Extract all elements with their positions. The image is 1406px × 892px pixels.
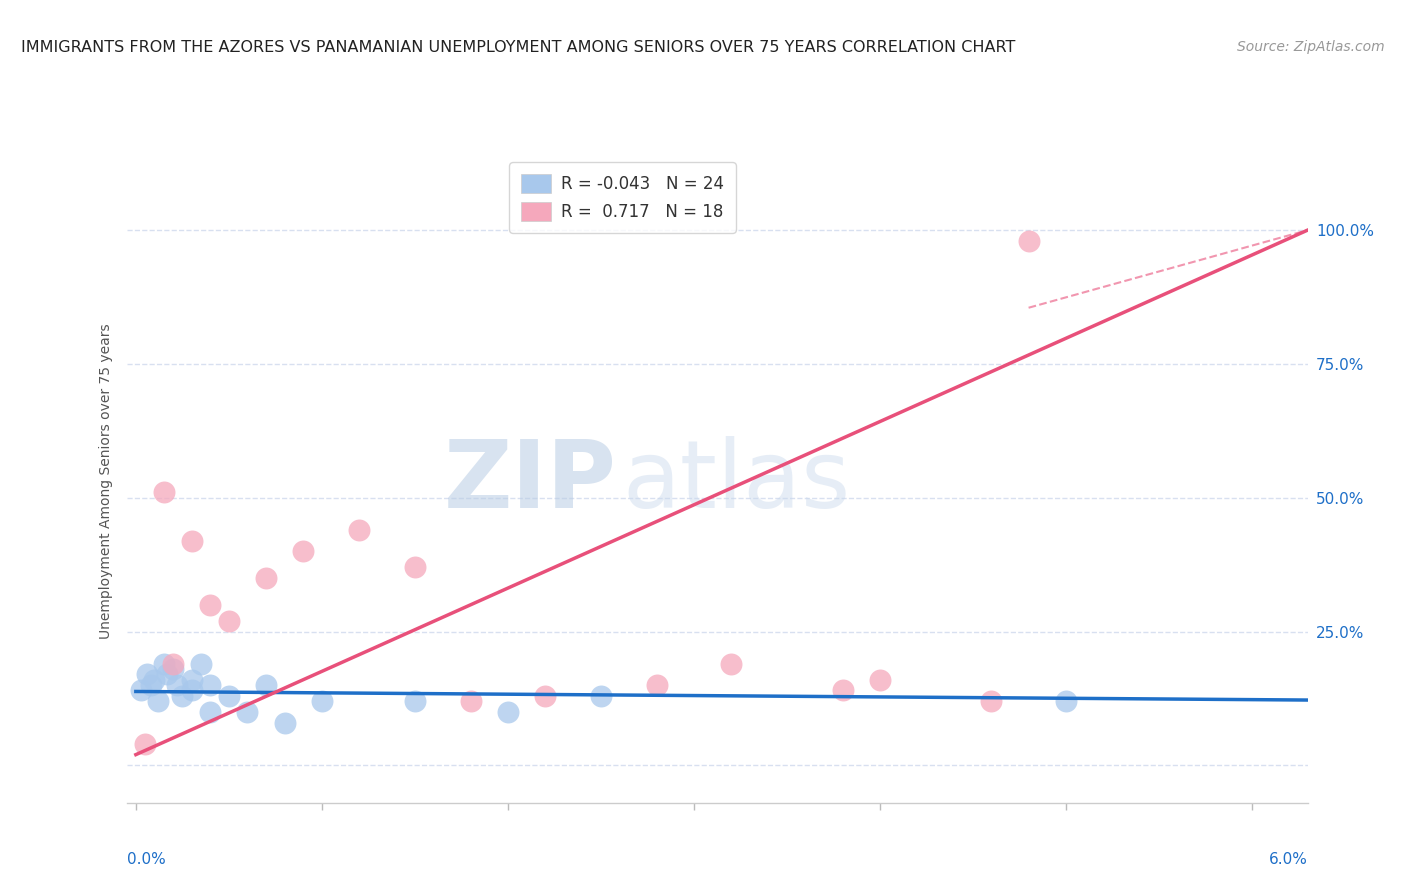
Legend: Immigrants from the Azores, Panamanians: Immigrants from the Azores, Panamanians	[488, 888, 946, 892]
Point	[645, 678, 668, 692]
Point	[496, 705, 519, 719]
Point	[720, 657, 742, 671]
Point	[146, 694, 169, 708]
Point	[180, 673, 202, 687]
Point	[236, 705, 259, 719]
Point	[143, 673, 166, 687]
Point	[404, 560, 426, 574]
Point	[254, 571, 277, 585]
Text: IMMIGRANTS FROM THE AZORES VS PANAMANIAN UNEMPLOYMENT AMONG SENIORS OVER 75 YEAR: IMMIGRANTS FROM THE AZORES VS PANAMANIAN…	[21, 40, 1015, 55]
Point	[218, 614, 240, 628]
Point	[1018, 234, 1040, 248]
Text: ZIP: ZIP	[444, 435, 617, 528]
Point	[589, 689, 612, 703]
Point	[831, 683, 853, 698]
Point	[139, 678, 162, 692]
Y-axis label: Unemployment Among Seniors over 75 years: Unemployment Among Seniors over 75 years	[100, 324, 114, 640]
Point	[1054, 694, 1077, 708]
Point	[980, 694, 1002, 708]
Text: 6.0%: 6.0%	[1268, 852, 1308, 867]
Point	[134, 737, 156, 751]
Point	[172, 689, 194, 703]
Point	[131, 683, 153, 698]
Point	[200, 678, 222, 692]
Point	[273, 715, 295, 730]
Point	[347, 523, 370, 537]
Text: atlas: atlas	[623, 435, 851, 528]
Point	[218, 689, 240, 703]
Point	[152, 657, 174, 671]
Point	[200, 705, 222, 719]
Point	[200, 598, 222, 612]
Point	[136, 667, 159, 681]
Point	[534, 689, 557, 703]
Point	[156, 667, 179, 681]
Point	[162, 662, 184, 676]
Point	[254, 678, 277, 692]
Point	[180, 683, 202, 698]
Point	[166, 678, 188, 692]
Point	[180, 533, 202, 548]
Point	[311, 694, 333, 708]
Point	[404, 694, 426, 708]
Point	[162, 657, 184, 671]
Point	[460, 694, 482, 708]
Point	[190, 657, 212, 671]
Text: Source: ZipAtlas.com: Source: ZipAtlas.com	[1237, 40, 1385, 54]
Text: 0.0%: 0.0%	[127, 852, 166, 867]
Point	[869, 673, 891, 687]
Point	[152, 485, 174, 500]
Point	[292, 544, 315, 558]
